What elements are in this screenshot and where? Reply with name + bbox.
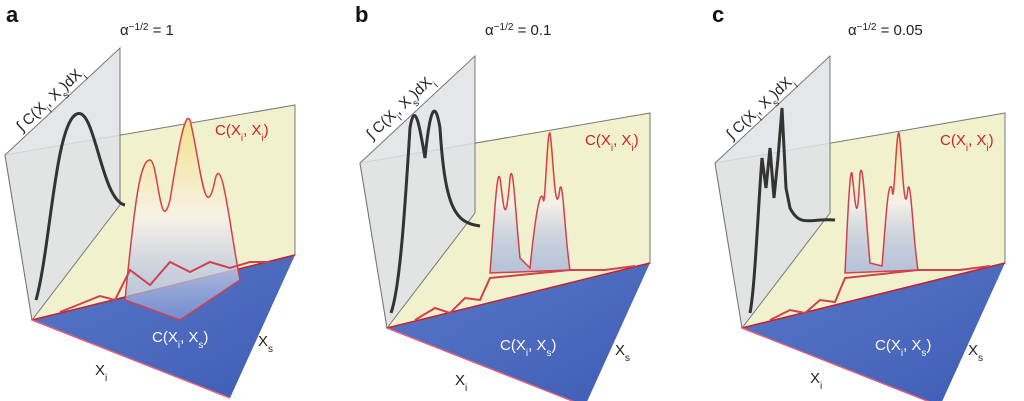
label-part: i [431, 80, 440, 90]
label-part: C(X [215, 122, 241, 139]
panel-label: b [355, 2, 368, 27]
label-part: X [95, 362, 105, 379]
marginal-curve [34, 111, 126, 301]
label-part: s [625, 353, 630, 364]
label-part: X [615, 342, 625, 359]
diagonal-curve [769, 265, 991, 321]
label-part: C(X [875, 337, 901, 354]
label-part: s [770, 97, 781, 108]
diagonal-curve [414, 265, 636, 321]
peaks [844, 132, 919, 274]
label-part: s [60, 89, 71, 100]
label-part: C(X [500, 337, 526, 354]
label-part: = 0.05 [876, 22, 922, 39]
label-part: ) [203, 329, 208, 346]
label-part: −1/2 [857, 22, 877, 33]
label-part: α [848, 22, 857, 39]
label-part: s [198, 340, 203, 351]
label-part: −1/2 [129, 22, 149, 33]
label-part: s [268, 344, 273, 355]
diagonal-curve [59, 260, 270, 313]
x-i-label: Xi [810, 370, 822, 392]
diagonal-label: C(Xi, Xi) [585, 132, 639, 154]
label-part: ) [926, 337, 931, 354]
joint-label: C(Xi, Xs) [152, 329, 208, 351]
label-part: i [755, 113, 764, 123]
label-part: i [611, 143, 613, 154]
label-part: ) [264, 122, 269, 139]
label-part: s [546, 348, 551, 359]
label-part: = 0.1 [513, 22, 551, 39]
label-part: C(X [152, 329, 178, 346]
x-i-label: Xi [455, 372, 467, 394]
x-s-label: Xs [615, 342, 630, 364]
label-part: s [921, 348, 926, 359]
label-part: , X [613, 132, 631, 149]
label-part: i [526, 348, 528, 359]
panel-b [359, 55, 651, 401]
label-part: ) [551, 337, 556, 354]
label-part: α [120, 22, 129, 39]
label-part: i [791, 80, 800, 90]
label-part: i [901, 348, 903, 359]
x-s-label: Xs [968, 342, 983, 364]
label-part: α [485, 22, 494, 39]
label-part: X [455, 372, 465, 389]
label-part: ) [989, 132, 994, 149]
label-part: i [261, 133, 263, 144]
label-part: C(X [585, 132, 611, 149]
label-part: i [395, 113, 404, 123]
label-part: , X [968, 132, 986, 149]
label-part: , X [243, 122, 261, 139]
marginal-curve [748, 107, 836, 314]
label-part: X [258, 333, 268, 350]
label-part: i [465, 383, 467, 394]
joint-label: C(Xi, Xs) [875, 337, 931, 359]
x-i-label: Xi [95, 362, 107, 384]
label-part: X [968, 342, 978, 359]
label-part: i [45, 105, 54, 115]
label-part: i [986, 143, 988, 154]
title-label: α−1/2 = 1 [120, 22, 174, 40]
panel-label: a [6, 2, 19, 27]
peaks [489, 132, 571, 274]
x-s-label: Xs [258, 333, 273, 355]
title-label: α−1/2 = 0.1 [485, 22, 551, 40]
label-part: −1/2 [494, 22, 514, 33]
label-part: s [410, 97, 421, 108]
label-part: , X [528, 337, 546, 354]
label-part: i [966, 143, 968, 154]
label-part: X [810, 370, 820, 387]
label-part: , X [180, 329, 198, 346]
label-part: i [105, 373, 107, 384]
panel-label: c [712, 2, 724, 27]
diagonal-label: C(Xi, Xi) [940, 132, 994, 154]
diagonal-label: C(Xi, Xi) [215, 122, 269, 144]
label-part: , X [903, 337, 921, 354]
label-part: i [631, 143, 633, 154]
label-part: i [820, 381, 822, 392]
panel-a [4, 47, 296, 399]
label-part: = 1 [148, 22, 173, 39]
label-part: C(X [940, 132, 966, 149]
joint-label: C(Xi, Xs) [500, 337, 556, 359]
label-part: i [178, 340, 180, 351]
marginal-curve [389, 109, 481, 314]
peaks [124, 117, 241, 321]
label-part: s [978, 353, 983, 364]
title-label: α−1/2 = 0.05 [848, 22, 923, 40]
label-part: i [241, 133, 243, 144]
label-part: ) [634, 132, 639, 149]
label-part: i [81, 72, 90, 82]
panel-c [714, 55, 1006, 401]
